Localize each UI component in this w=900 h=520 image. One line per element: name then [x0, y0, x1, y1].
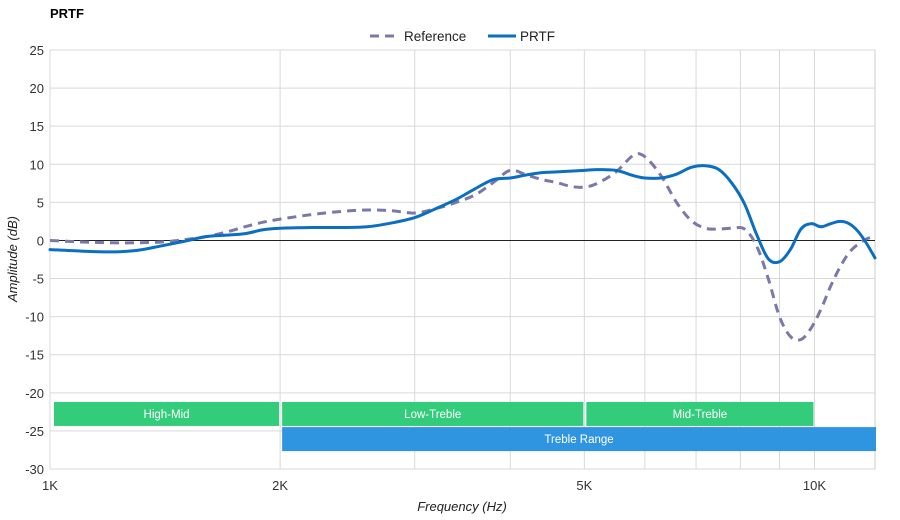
series-lines [48, 152, 877, 342]
x-axis-label: Frequency (Hz) [417, 499, 507, 514]
x-tick-label: 1K [42, 478, 58, 493]
x-tick-labels: 1K 2K 5K 10K [42, 478, 826, 493]
y-tick-label: -30 [25, 462, 44, 477]
band-label: Low-Treble [404, 409, 461, 421]
band-treble-range [282, 427, 876, 452]
band-mid-treble [586, 401, 814, 426]
y-tick-label: -5 [32, 272, 44, 287]
band-high-mid [54, 401, 280, 426]
band-low-treble [282, 401, 584, 426]
y-tick-label: 25 [30, 43, 44, 58]
y-tick-label: 15 [30, 119, 44, 134]
y-tick-label: 20 [30, 81, 44, 96]
band-label: Mid-Treble [673, 409, 728, 421]
y-tick-label: -20 [25, 386, 44, 401]
band-label: Treble Range [544, 434, 613, 446]
series-line-reference [49, 152, 876, 342]
legend-label-reference: Reference [404, 29, 466, 44]
series-line-prtf [48, 164, 877, 265]
y-tick-label: -10 [25, 310, 44, 325]
frequency-range-bands: High-Mid Low-Treble Mid-Treble Treble Range [54, 401, 876, 452]
y-tick-label: -25 [25, 424, 44, 439]
y-tick-label: -15 [25, 348, 44, 363]
x-tick-label: 10K [803, 478, 826, 493]
y-axis-label: Amplitude (dB) [5, 216, 20, 303]
legend: Reference PRTF [370, 29, 555, 44]
x-tick-label: 2K [272, 478, 288, 493]
y-tick-labels: 25 20 15 10 5 0 -5 -10 -15 -20 -25 -30 [25, 43, 44, 477]
y-tick-label: 5 [37, 195, 44, 210]
chart-title: PRTF [50, 6, 84, 21]
band-label: High-Mid [144, 409, 190, 421]
y-tick-label: 10 [30, 157, 44, 172]
legend-label-prtf: PRTF [520, 29, 555, 44]
x-tick-label: 5K [576, 478, 592, 493]
y-tick-label: 0 [37, 233, 44, 248]
